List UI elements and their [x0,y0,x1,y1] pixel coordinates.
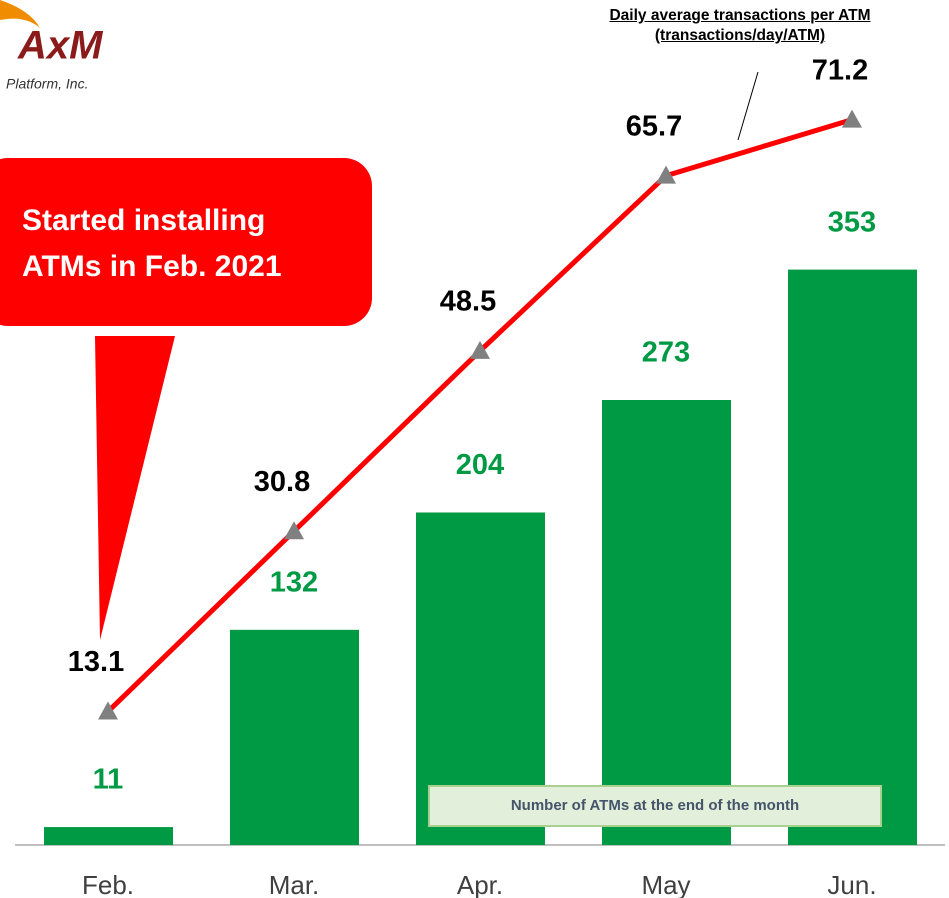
line-marker [284,521,304,540]
x-tick-label: Mar. [269,870,320,898]
x-tick-label: Apr. [457,870,503,898]
x-tick-label: May [641,870,690,898]
logo-name: AxM [17,24,104,68]
line-marker [98,701,118,720]
bar-legend: Number of ATMs at the end of the month [428,785,882,827]
leader-line [737,71,759,141]
line-value-label: 71.2 [812,54,868,86]
bar-value-label: 132 [270,566,318,598]
line-legend: Daily average transactions per ATM (tran… [609,7,871,44]
line-marker [842,109,862,128]
line-marker [656,165,676,184]
bar-value-label: 273 [642,337,690,369]
line-value-label: 48.5 [440,286,496,318]
callout-box [0,158,372,326]
x-tick-label: Feb. [82,870,134,898]
line-value-label: 65.7 [626,110,682,142]
bar-value-label: 204 [456,449,504,481]
callout-tail [95,336,175,640]
line-marker [470,340,490,359]
line-value-label: 13.1 [68,646,124,678]
bar [788,269,917,845]
bar-value-label: 353 [828,206,876,238]
bar [230,629,359,845]
logo-subtitle: Platform, Inc. [6,76,88,92]
x-tick-label: Jun. [827,870,876,898]
logo-swoosh [0,0,40,28]
bar [602,400,731,845]
line-value-label: 30.8 [254,466,310,498]
callout-text: ATMs in Feb. 2021 [22,250,282,283]
bar [44,827,173,845]
bar-value-label: 11 [93,764,124,796]
callout-text: Started installing [22,204,265,237]
